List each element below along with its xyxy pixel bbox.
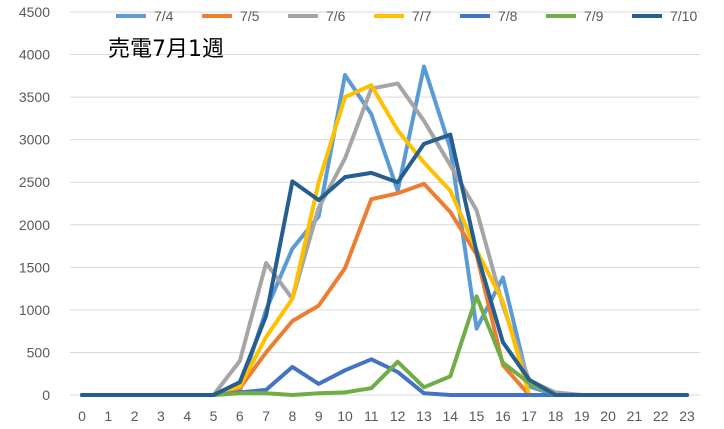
legend-label: 7/10 — [670, 8, 697, 24]
x-tick-label: 12 — [390, 408, 406, 424]
legend-label: 7/9 — [584, 8, 604, 24]
y-tick-label: 0 — [42, 387, 50, 403]
x-tick-label: 4 — [183, 408, 191, 424]
x-tick-label: 23 — [679, 408, 695, 424]
series-line-7-9 — [80, 294, 689, 397]
y-tick-label: 2000 — [19, 217, 50, 233]
y-axis-ticks: 0 500 1000 1500 2000 2500 3000 3500 4000 4500 — [19, 4, 50, 403]
series-line-7-5 — [80, 181, 689, 397]
gridlines — [70, 11, 700, 396]
legend-label: 7/5 — [240, 8, 260, 24]
x-tick-label: 17 — [521, 408, 537, 424]
x-tick-label: 20 — [600, 408, 616, 424]
x-tick-label: 3 — [157, 408, 165, 424]
x-tick-label: 9 — [315, 408, 323, 424]
x-tick-label: 11 — [364, 408, 379, 424]
chart-title: 売電7月1週 — [108, 37, 224, 62]
y-tick-label: 1000 — [19, 302, 50, 318]
x-tick-label: 16 — [495, 408, 511, 424]
y-tick-label: 2500 — [19, 174, 50, 190]
x-tick-label: 10 — [337, 408, 353, 424]
y-tick-label: 4500 — [19, 4, 50, 20]
y-tick-label: 500 — [27, 344, 51, 360]
x-tick-label: 1 — [104, 408, 112, 424]
series-lines — [80, 64, 689, 397]
x-tick-label: 6 — [236, 408, 244, 424]
x-tick-label: 8 — [289, 408, 297, 424]
series-line-7-10 — [80, 132, 689, 397]
x-tick-label: 7 — [262, 408, 270, 424]
legend-label: 7/7 — [412, 8, 432, 24]
x-tick-label: 19 — [574, 408, 590, 424]
x-tick-label: 2 — [131, 408, 139, 424]
x-tick-label: 22 — [653, 408, 669, 424]
legend: 7/4 7/5 7/6 7/7 7/8 7/9 7/10 — [116, 8, 697, 24]
series-line-7-6 — [80, 81, 689, 397]
x-tick-label: 21 — [627, 408, 643, 424]
legend-label: 7/8 — [498, 8, 518, 24]
series-line-7-7 — [80, 83, 689, 397]
y-tick-label: 1500 — [19, 259, 50, 275]
x-tick-label: 15 — [469, 408, 485, 424]
x-tick-label: 14 — [442, 408, 458, 424]
legend-label: 7/4 — [154, 8, 174, 24]
x-tick-label: 13 — [416, 408, 432, 424]
x-axis-ticks: 0 1 2 3 4 5 6 7 8 9 10 11 12 13 14 15 16 17 18 19 20 21 22 23 — [78, 408, 695, 424]
x-tick-label: 0 — [78, 408, 86, 424]
x-tick-label: 18 — [548, 408, 564, 424]
x-tick-label: 5 — [210, 408, 218, 424]
y-tick-label: 3000 — [19, 132, 50, 148]
y-tick-label: 4000 — [19, 47, 50, 63]
legend-label: 7/6 — [326, 8, 346, 24]
series-line-7-4 — [80, 64, 689, 397]
y-tick-label: 3500 — [19, 89, 50, 105]
